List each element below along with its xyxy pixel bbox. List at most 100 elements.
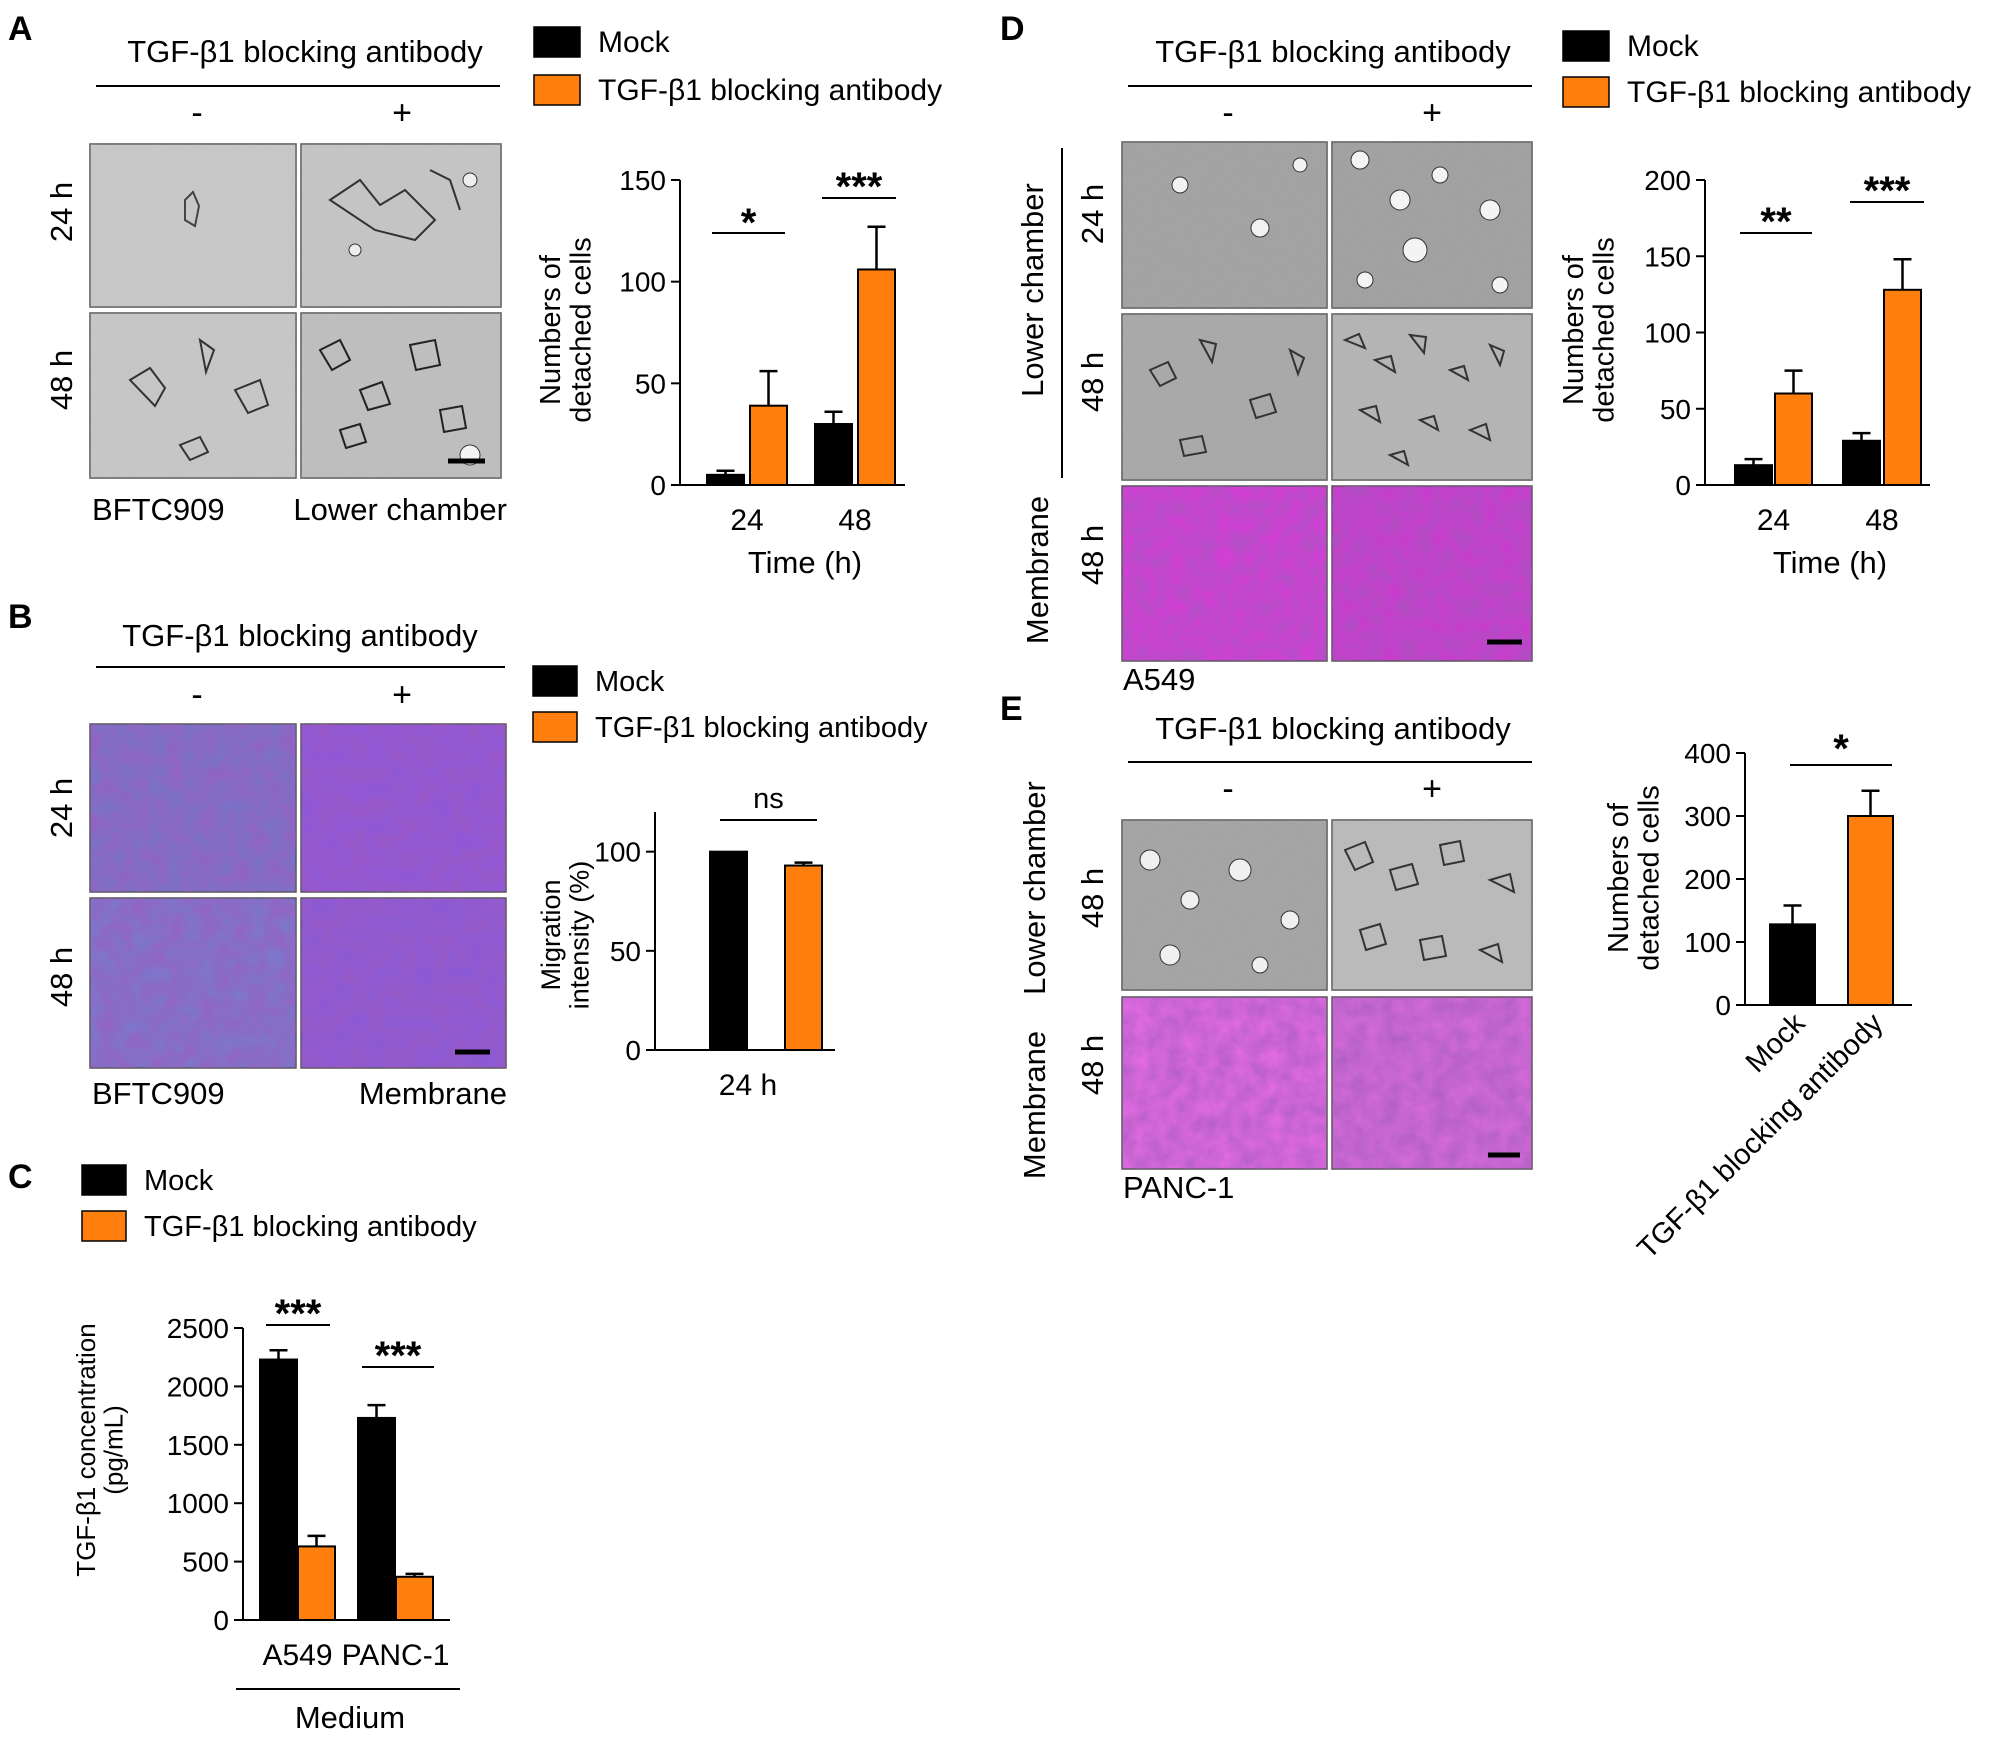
y-axis-label: Numbers ofdetached cells (1603, 785, 1665, 970)
panel-a: A TGF-β1 blocking antibody - + 24 h 48 h (8, 10, 507, 527)
micrograph-d-48h-membrane-mock (1121, 485, 1328, 662)
micrograph-e-48h-mock (1121, 819, 1328, 991)
bar (395, 1575, 434, 1622)
significance-label: * (741, 201, 757, 245)
y-tick-label: 200 (1684, 864, 1731, 895)
y-tick-label: 100 (594, 837, 641, 868)
legend: Mock TGF-β1 blocking antibody (532, 665, 928, 744)
y-tick-label: 50 (635, 368, 666, 399)
y-tick-label: 2500 (167, 1313, 229, 1344)
micrograph-a-24h-antibody (300, 143, 502, 308)
micrograph-a-24h-mock (89, 143, 297, 308)
micrograph-b-24h-mock (89, 723, 297, 893)
panel-c: C (8, 1158, 33, 1196)
cell-line-label: A549 (1123, 662, 1195, 697)
y-tick-label: 0 (625, 1035, 641, 1066)
bar (1842, 439, 1881, 486)
y-tick-label: 0 (1675, 470, 1691, 501)
micrograph-d-48h-membrane-antibody (1331, 485, 1533, 662)
legend-label: Mock (1627, 30, 1700, 63)
micrograph-d-24h-antibody (1331, 141, 1533, 309)
x-axis-label: Time (h) (748, 545, 862, 580)
panel-letter-b: B (8, 598, 33, 636)
legend-label: TGF-β1 blocking antibody (1627, 76, 1971, 109)
bar (259, 1358, 298, 1621)
y-tick-label: 150 (619, 165, 666, 196)
row-label-24h: 24 h (1075, 184, 1110, 244)
x-tick-label: Mock (1740, 1007, 1812, 1079)
treatment-header: TGF-β1 blocking antibody (127, 34, 483, 69)
col-label-minus: - (1222, 94, 1233, 132)
micrograph-a-48h-mock (89, 312, 297, 479)
significance-label: ** (1760, 200, 1792, 244)
y-tick-label: 300 (1684, 801, 1731, 832)
group-label-lower-chamber: Lower chamber (1017, 781, 1052, 995)
y-tick-label: 100 (1644, 318, 1691, 349)
legend-label: TGF-β1 blocking antibody (595, 712, 928, 744)
legend-swatch (533, 26, 581, 58)
bar (357, 1416, 396, 1622)
legend-label: Mock (144, 1165, 214, 1197)
chart-e: 0 100 200 300 400 Numbers ofdetached cells Moc… (1603, 727, 1912, 1265)
micrograph-e-48h-antibody (1331, 819, 1533, 991)
panel-letter-c: C (8, 1158, 33, 1196)
bar (814, 423, 853, 486)
legend-swatch (532, 711, 578, 743)
legend-swatch (1562, 30, 1610, 62)
micrograph-e-48h-membrane-mock (1121, 996, 1328, 1170)
row-label-48h: 48 h (1075, 868, 1110, 928)
y-tick-label: 2000 (167, 1371, 229, 1402)
y-tick-label: 1500 (167, 1430, 229, 1461)
significance-label: * (1833, 727, 1849, 771)
y-tick-label: 1000 (167, 1488, 229, 1519)
legend-swatch (533, 74, 581, 106)
x-tick-label: 48 (838, 504, 871, 537)
row-label-48h: 48 h (44, 350, 79, 410)
legend-swatch (1562, 76, 1610, 108)
x-tick-label: 24 h (719, 1069, 777, 1102)
bar (749, 404, 788, 487)
bar (1883, 288, 1922, 486)
chart-a: Mock TGF-β1 blocking antibody 0 50 100 150 Num… (533, 26, 942, 580)
row-label-24h: 24 h (44, 182, 79, 242)
y-tick-label: 100 (619, 267, 666, 298)
group-label-membrane: Membrane (1020, 496, 1055, 644)
y-tick-label: 200 (1644, 165, 1691, 196)
x-tick-label: 24 (1757, 504, 1790, 537)
bar (1774, 392, 1813, 486)
y-tick-label: 400 (1684, 738, 1731, 769)
micrograph-d-48h-antibody (1331, 313, 1533, 481)
y-tick-label: 0 (650, 470, 666, 501)
compartment-label: Lower chamber (293, 492, 507, 527)
significance-label: *** (275, 1292, 322, 1336)
col-label-plus: + (1422, 94, 1442, 132)
bar (297, 1545, 336, 1622)
y-axis-label: Numbers ofdetached cells (535, 237, 597, 422)
panel-b: B TGF-β1 blocking antibody - + 24 h 48 h… (8, 598, 507, 1111)
micrograph-b-48h-antibody (300, 897, 507, 1069)
x-tick-label: 48 (1865, 504, 1898, 537)
x-tick-label: 24 (730, 504, 763, 537)
cell-line-label: BFTC909 (92, 492, 225, 527)
y-axis-label: Migrationintensity (%) (536, 861, 594, 1010)
y-tick-label: 0 (213, 1605, 229, 1636)
legend: Mock TGF-β1 blocking antibody (81, 1164, 477, 1243)
micrograph-d-24h-mock (1121, 141, 1328, 309)
row-label-48h: 48 h (44, 947, 79, 1007)
legend-label: Mock (598, 26, 671, 59)
legend-swatch (532, 665, 578, 697)
row-label-48h: 48 h (1075, 352, 1110, 412)
panel-d: D TGF-β1 blocking antibody - + Lower cha… (1000, 10, 1533, 697)
bar (706, 473, 745, 487)
bar (1769, 923, 1816, 1006)
significance-label: *** (375, 1334, 422, 1378)
panel-letter-a: A (8, 10, 33, 48)
micrograph-b-24h-antibody (300, 723, 507, 893)
cell-line-label: PANC-1 (1123, 1170, 1234, 1205)
significance-label: ns (753, 783, 784, 815)
micrograph-e-48h-membrane-antibody (1331, 996, 1533, 1170)
y-tick-label: 100 (1684, 927, 1731, 958)
col-label-plus: + (392, 676, 412, 714)
col-label-minus: - (1222, 770, 1233, 808)
cell-line-label: BFTC909 (92, 1076, 225, 1111)
